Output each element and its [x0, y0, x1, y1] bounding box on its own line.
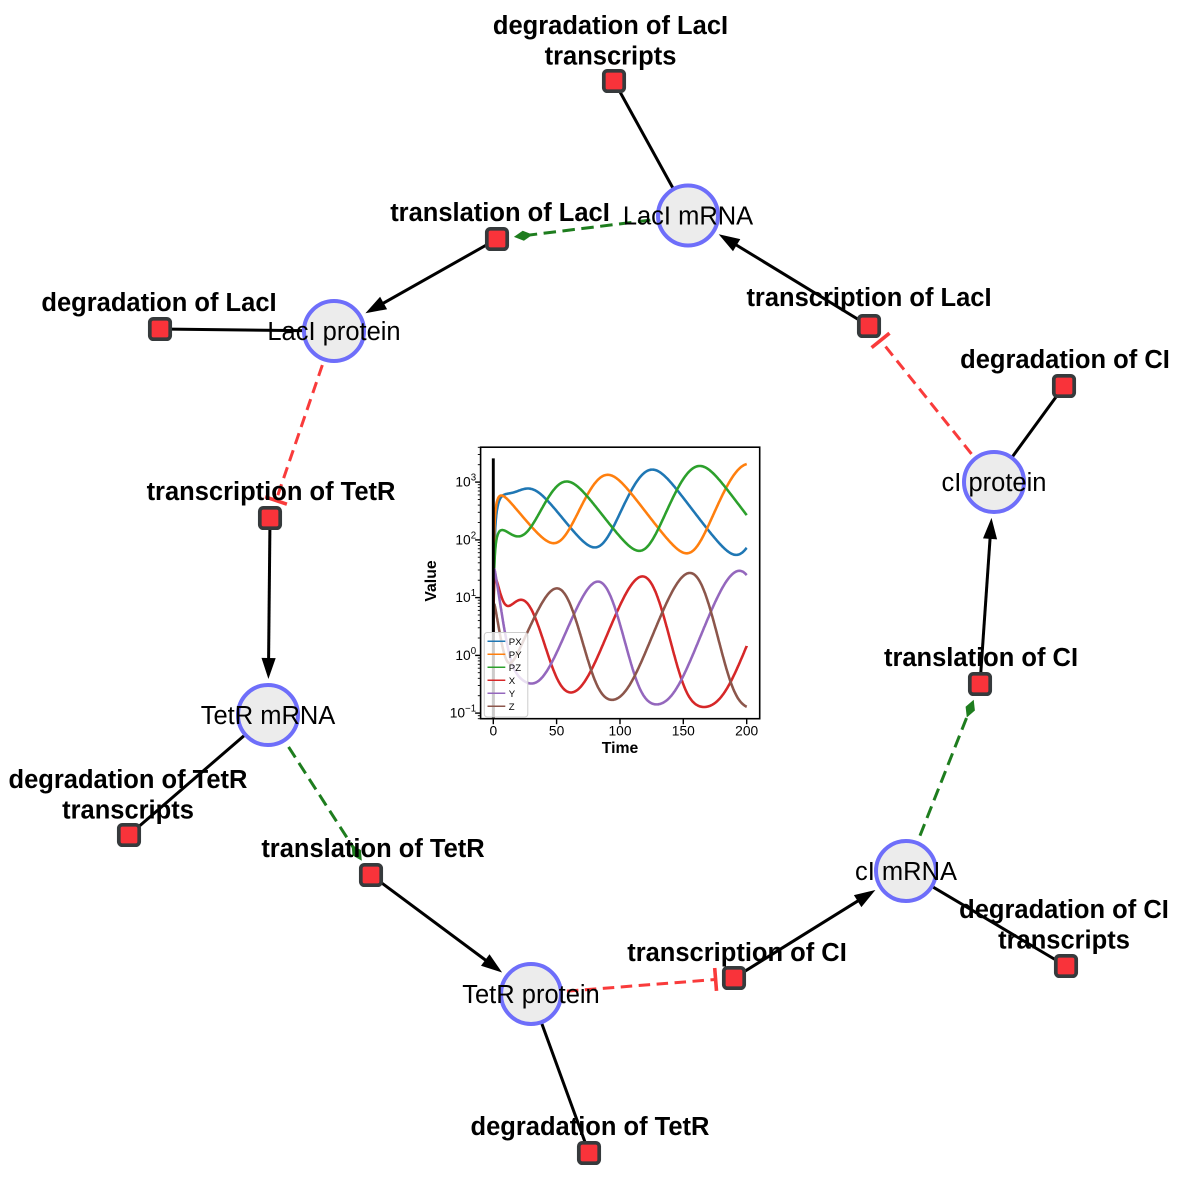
svg-text:101: 101	[455, 588, 476, 605]
svg-text:102: 102	[455, 530, 476, 547]
svg-text:transcripts: transcripts	[62, 797, 194, 825]
svg-text:LacI protein: LacI protein	[267, 318, 400, 346]
svg-text:Time: Time	[602, 740, 639, 757]
svg-text:transcription of TetR: transcription of TetR	[147, 478, 396, 506]
svg-text:transcripts: transcripts	[998, 927, 1130, 955]
svg-text:TetR protein: TetR protein	[462, 981, 600, 1009]
svg-text:cI protein: cI protein	[942, 469, 1047, 497]
svg-text:transcription of CI: transcription of CI	[627, 939, 847, 967]
svg-text:103: 103	[455, 473, 476, 490]
svg-text:0: 0	[489, 724, 497, 739]
svg-text:translation of LacI: translation of LacI	[390, 199, 610, 227]
svg-text:transcripts: transcripts	[545, 43, 677, 71]
svg-text:degradation of LacI: degradation of LacI	[41, 289, 276, 317]
svg-text:TetR mRNA: TetR mRNA	[201, 702, 336, 730]
svg-text:PZ: PZ	[509, 663, 521, 674]
svg-text:LacI mRNA: LacI mRNA	[623, 203, 753, 231]
svg-text:degradation of CI: degradation of CI	[960, 346, 1170, 374]
svg-text:degradation of TetR: degradation of TetR	[471, 1113, 710, 1141]
svg-text:translation of TetR: translation of TetR	[261, 835, 484, 863]
svg-text:transcription of LacI: transcription of LacI	[746, 284, 991, 312]
svg-text:200: 200	[735, 724, 758, 739]
svg-text:Z: Z	[509, 702, 515, 713]
svg-text:50: 50	[549, 724, 565, 739]
svg-text:PY: PY	[509, 650, 522, 661]
svg-text:degradation of LacI: degradation of LacI	[493, 12, 728, 40]
svg-text:150: 150	[672, 724, 695, 739]
svg-text:degradation of TetR: degradation of TetR	[9, 766, 248, 794]
svg-text:X: X	[509, 676, 516, 687]
svg-text:degradation of CI: degradation of CI	[959, 896, 1169, 924]
svg-text:cI mRNA: cI mRNA	[855, 858, 957, 886]
svg-text:Y: Y	[509, 689, 516, 700]
svg-text:100: 100	[455, 646, 476, 663]
svg-text:Value: Value	[423, 560, 440, 601]
svg-text:translation of CI: translation of CI	[884, 644, 1078, 672]
svg-text:PX: PX	[509, 637, 522, 648]
svg-text:100: 100	[608, 724, 631, 739]
svg-text:10−1: 10−1	[450, 704, 476, 721]
